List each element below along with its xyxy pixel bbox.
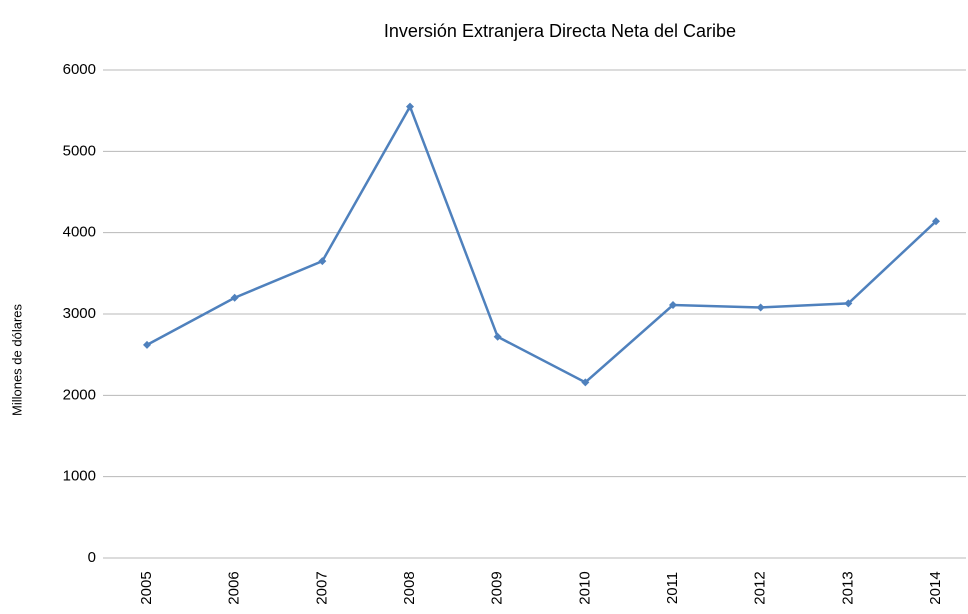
x-tick-label: 2005 xyxy=(138,571,155,604)
x-tick-label: 2008 xyxy=(401,571,418,604)
data-line xyxy=(146,103,937,384)
data-point xyxy=(932,217,940,226)
data-point xyxy=(318,257,327,266)
chart-title: Inversión Extranjera Directa Neta del Ca… xyxy=(384,21,736,41)
y-tick-label: 6000 xyxy=(63,61,96,78)
x-tick-label: 2010 xyxy=(576,571,593,604)
y-tick-label: 1000 xyxy=(63,468,96,485)
y-axis-label: Millones de dólares xyxy=(9,304,24,417)
y-tick-label: 0 xyxy=(88,549,96,566)
x-tick-label: 2011 xyxy=(664,572,681,604)
y-tick-label: 5000 xyxy=(63,142,96,159)
y-tick-label: 2000 xyxy=(63,386,96,403)
x-tick-label: 2007 xyxy=(313,571,330,604)
data-point xyxy=(230,293,239,302)
x-tick-label: 2014 xyxy=(927,571,944,604)
y-tick-label: 3000 xyxy=(63,305,96,322)
data-point xyxy=(581,378,590,387)
y-tick-label: 4000 xyxy=(63,224,96,241)
data-point xyxy=(844,299,853,308)
data-point xyxy=(493,332,502,341)
x-tick-label: 2012 xyxy=(752,571,769,604)
data-point xyxy=(669,301,677,310)
x-tick-label: 2013 xyxy=(839,571,856,604)
x-tick-label: 2006 xyxy=(226,571,243,604)
x-tick-label: 2009 xyxy=(489,571,506,604)
data-point xyxy=(143,340,151,349)
data-point xyxy=(406,102,414,111)
data-point xyxy=(756,303,765,312)
